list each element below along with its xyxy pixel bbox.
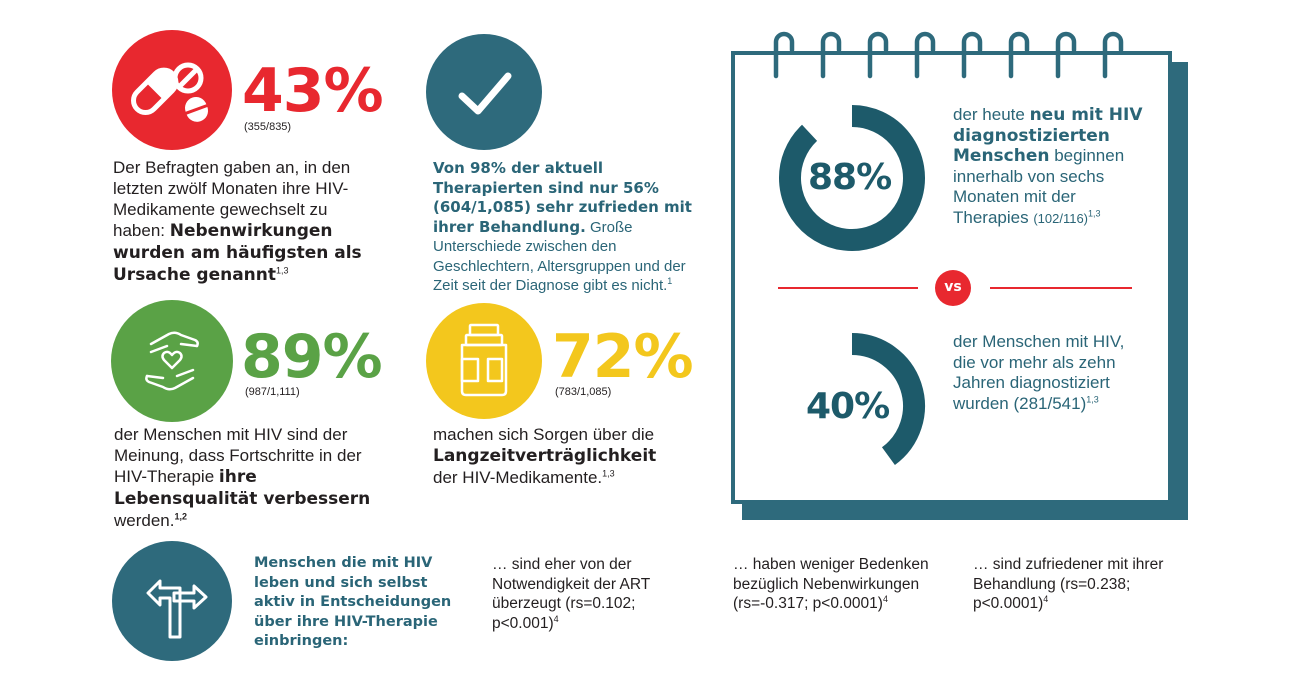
checkmark-icon [458, 72, 512, 115]
bottom-item-2: … haben weniger Bedenken bezüglich Neben… [733, 555, 948, 614]
calendar-stat-a-part1: der heute [953, 105, 1030, 124]
stat4-text-part2: der HIV-Medikamente. [433, 468, 603, 487]
calendar-stat-b-percent: 40% [806, 386, 890, 427]
stat3-text-part2: werden. [114, 511, 175, 530]
stat4-text-bold: Langzeitverträglichkeit [433, 446, 657, 466]
calendar-stat-b-text: der Menschen mit HIV, die vor mehr als z… [953, 332, 1128, 414]
calendar-stat-a-count: (102/116) [1033, 210, 1089, 226]
stat1-ref: 1,3 [276, 265, 289, 276]
medicine-bottle-icon [460, 323, 508, 397]
stat2-ref: 1 [667, 276, 673, 286]
vs-badge: vs [935, 270, 971, 306]
caring-hands-icon [145, 331, 199, 391]
stat1-text-part1: Der Befragten gaben an, in den letzten z… [113, 158, 351, 240]
stat4-text: machen sich Sorgen über die Langzeitvert… [433, 424, 683, 488]
vs-label: vs [944, 279, 962, 295]
bottom-item-1: … sind eher von der Notwendigkeit der AR… [492, 555, 692, 633]
calendar-stat-a-text: der heute neu mit HIV diagnostizierten M… [953, 105, 1153, 229]
stat2-text-rest: Große Unterschiede zwischen den Geschlec… [433, 218, 686, 295]
bottom-item-3-ref: 4 [1043, 593, 1049, 604]
stat4-percent: 72% [552, 322, 694, 392]
bottom-item-1-ref: 4 [553, 613, 559, 624]
calendar-stat-b-ref: 1,3 [1086, 393, 1099, 404]
donut-88 [779, 105, 925, 251]
calendar-stat-a-part2: beginnen innerhalb von sechs Monaten mit… [953, 146, 1125, 227]
stat2-text: Von 98% der aktuell Therapierten sind nu… [433, 159, 713, 296]
stat1-count: (355/835) [244, 121, 292, 133]
pills-icon [131, 62, 208, 122]
vs-divider-left [778, 287, 918, 289]
caring-hands-icon-circle [111, 300, 233, 422]
calendar-stat-b-count: (281/541) [1013, 393, 1087, 413]
direction-arrows-icon-circle [112, 541, 232, 661]
calendar-stat-a-ref: 1,3 [1088, 207, 1101, 218]
pills-icon-circle [112, 30, 232, 150]
stat2-text-bold: Von 98% der aktuell Therapierten sind nu… [433, 159, 692, 236]
calendar-stat-b-part1: der Menschen mit HIV, die vor mehr als z… [953, 332, 1125, 413]
donut-88-arc [779, 105, 925, 251]
stat3-count: (987/1,111) [245, 386, 300, 398]
calendar-stat-a-bold: neu mit HIV diagnostizierten Menschen [953, 105, 1143, 166]
checkmark-icon-circle [426, 34, 542, 150]
stat4-text-part1: machen sich Sorgen über die [433, 425, 655, 444]
donut-40-arc [851, 333, 925, 466]
stat3-text: der Menschen mit HIV sind der Meinung, d… [114, 424, 376, 531]
bottom-item-3-text: … sind zufriedener mit ihrer Behandlung … [973, 556, 1164, 612]
bottom-item-3: … sind zufriedener mit ihrer Behandlung … [973, 555, 1188, 614]
calendar-rings-icon [773, 31, 1124, 79]
stat3-ref: 1,2 [174, 511, 187, 522]
stat1-text-bold: Nebenwirkungen wurden am häufigsten als … [113, 221, 362, 285]
stat1-text: Der Befragten gaben an, in den letzten z… [113, 157, 378, 286]
stat4-ref: 1,3 [602, 468, 615, 479]
bottom-item-2-ref: 4 [882, 593, 888, 604]
calendar-stat-a-percent: 88% [808, 157, 892, 198]
vs-divider-right [990, 287, 1132, 289]
stat1-percent: 43% [242, 56, 384, 126]
stat3-percent: 89% [241, 322, 383, 392]
bottom-headline: Menschen die mit HIV leben und sich selb… [254, 555, 452, 649]
bottom-item-2-text: … haben weniger Bedenken bezüglich Neben… [733, 556, 929, 612]
stat3-text-bold: ihre Lebensqualität verbessern [114, 467, 371, 509]
donut-40 [779, 333, 925, 479]
direction-arrows-icon [146, 579, 208, 639]
stat4-count: (783/1,085) [555, 386, 612, 398]
stat3-text-part1: der Menschen mit HIV sind der Meinung, d… [114, 425, 362, 486]
bottom-item-1-text: … sind eher von der Notwendigkeit der AR… [492, 556, 650, 632]
medicine-bottle-icon-circle [426, 303, 542, 419]
